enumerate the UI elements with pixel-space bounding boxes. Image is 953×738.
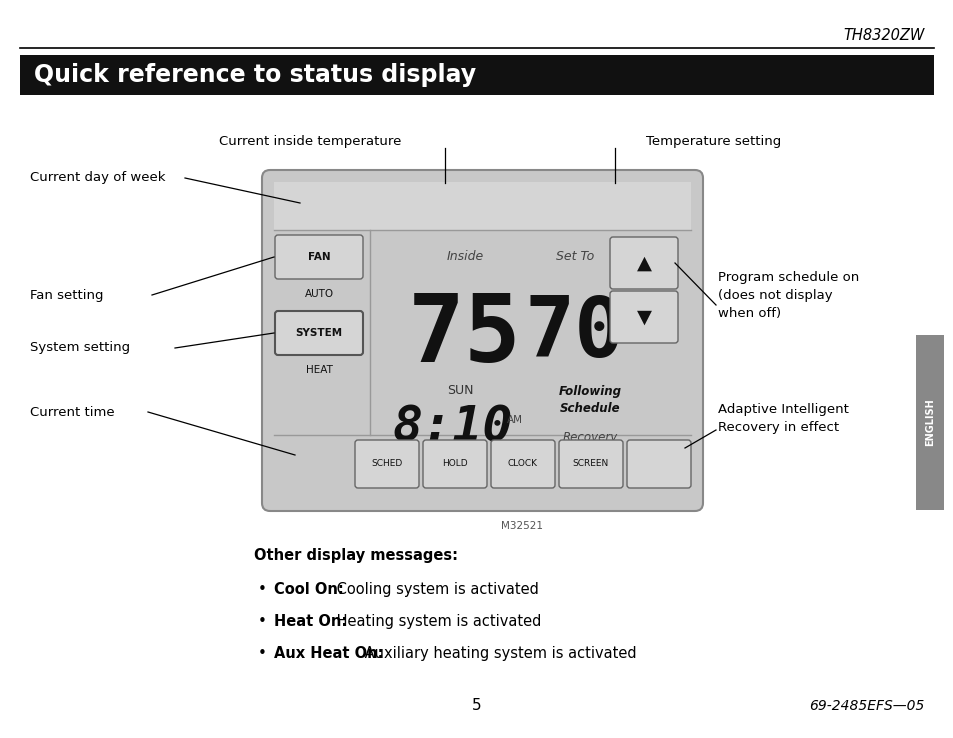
FancyBboxPatch shape [558, 440, 622, 488]
Text: SCREEN: SCREEN [572, 460, 608, 469]
Text: SUN: SUN [446, 384, 473, 398]
Text: Adaptive Intelligent
Recovery in effect: Adaptive Intelligent Recovery in effect [718, 402, 848, 433]
Text: FAN: FAN [308, 252, 330, 262]
Text: •: • [257, 646, 266, 661]
Text: TH8320ZW: TH8320ZW [842, 28, 924, 43]
Text: Quick reference to status display: Quick reference to status display [34, 63, 476, 87]
Text: Current day of week: Current day of week [30, 171, 165, 184]
Text: 75: 75 [408, 290, 521, 382]
Text: ▲: ▲ [636, 253, 651, 272]
FancyBboxPatch shape [626, 440, 690, 488]
Text: HOLD: HOLD [442, 460, 467, 469]
Text: AUTO: AUTO [304, 289, 334, 299]
Text: System setting: System setting [30, 342, 130, 354]
Text: Aux Heat On:: Aux Heat On: [274, 646, 383, 661]
FancyBboxPatch shape [262, 170, 702, 511]
FancyBboxPatch shape [422, 440, 486, 488]
Text: 69-2485EFS—05: 69-2485EFS—05 [809, 699, 924, 713]
Text: Other display messages:: Other display messages: [253, 548, 457, 563]
Text: ▼: ▼ [636, 308, 651, 326]
Text: Heating system is activated: Heating system is activated [332, 614, 540, 629]
Text: Auxiliary heating system is activated: Auxiliary heating system is activated [360, 646, 637, 661]
FancyBboxPatch shape [915, 335, 943, 510]
Text: SYSTEM: SYSTEM [295, 328, 342, 338]
Text: Current time: Current time [30, 405, 114, 418]
FancyBboxPatch shape [491, 440, 555, 488]
Text: Current inside temperature: Current inside temperature [218, 135, 401, 148]
Text: Heat On:: Heat On: [274, 614, 347, 629]
Text: CLOCK: CLOCK [507, 460, 537, 469]
Text: •: • [257, 614, 266, 629]
Text: SCHED: SCHED [371, 460, 402, 469]
Text: 8:10: 8:10 [393, 404, 513, 452]
Text: 70: 70 [524, 292, 624, 373]
FancyBboxPatch shape [609, 237, 678, 289]
Text: ENGLISH: ENGLISH [924, 398, 934, 446]
FancyBboxPatch shape [20, 55, 933, 95]
Text: •: • [257, 582, 266, 597]
FancyBboxPatch shape [274, 235, 363, 279]
FancyBboxPatch shape [274, 311, 363, 355]
Text: HEAT: HEAT [305, 365, 332, 375]
Text: Set To: Set To [556, 249, 594, 263]
FancyBboxPatch shape [609, 291, 678, 343]
Text: M32521: M32521 [501, 521, 543, 531]
FancyBboxPatch shape [355, 440, 418, 488]
Text: Fan setting: Fan setting [30, 289, 103, 302]
Text: AM: AM [506, 415, 522, 425]
Text: Cooling system is activated: Cooling system is activated [332, 582, 537, 597]
Text: Recovery: Recovery [561, 432, 617, 444]
FancyBboxPatch shape [274, 182, 690, 230]
Text: Temperature setting: Temperature setting [645, 135, 781, 148]
Text: 5: 5 [472, 698, 481, 714]
Text: Cool On:: Cool On: [274, 582, 343, 597]
Text: Following
Schedule: Following Schedule [558, 385, 620, 415]
Text: Program schedule on
(does not display
when off): Program schedule on (does not display wh… [718, 271, 859, 320]
Text: Inside: Inside [446, 249, 483, 263]
